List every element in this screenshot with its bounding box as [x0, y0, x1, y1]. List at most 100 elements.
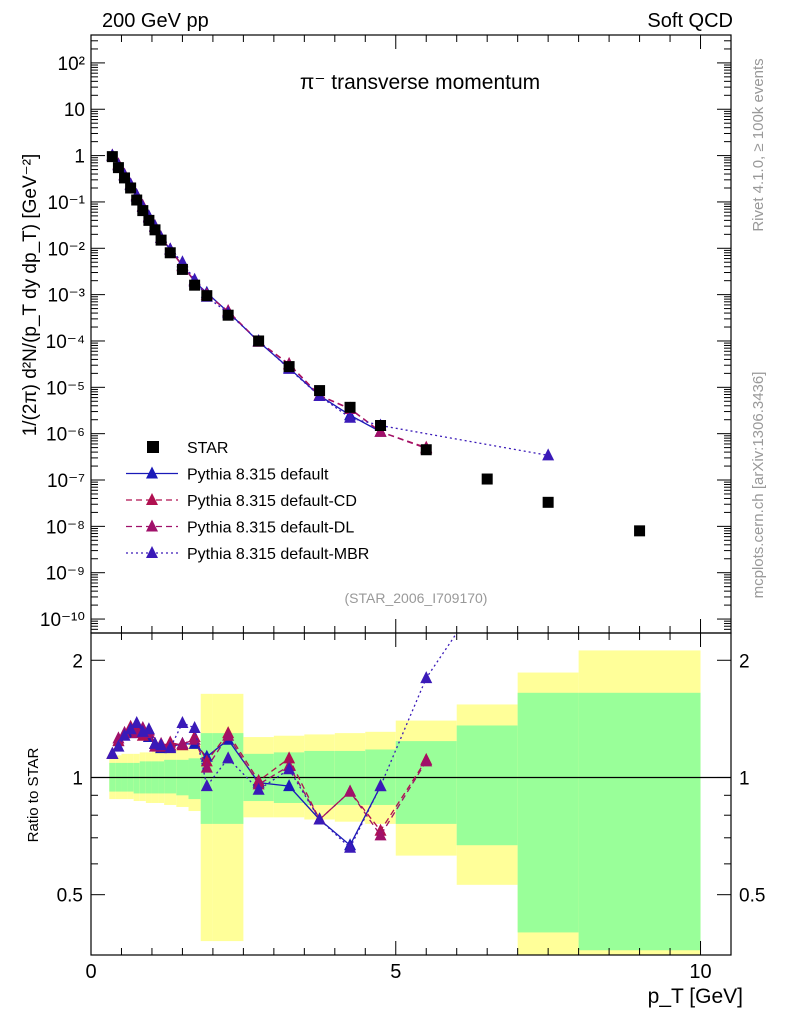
ratio-series-point: [222, 751, 235, 764]
ratio-y-tick-label: 0.5: [57, 886, 83, 907]
ratio-y-tick-label: 1: [72, 768, 83, 789]
ratio-series-point: [188, 720, 201, 733]
star-data-point: [481, 473, 493, 485]
ratio-series-point: [130, 716, 143, 729]
ratio-series-point: [164, 741, 177, 754]
ratio-series-point: [252, 782, 265, 795]
ratio-series-point: [420, 671, 433, 684]
series-layer: [106, 148, 646, 853]
main-series-group: [106, 148, 646, 537]
analysis-watermark: (STAR_2006_I709170): [345, 590, 488, 606]
y-axis-label-ratio: Ratio to STAR: [25, 747, 42, 842]
star-data-point: [137, 205, 149, 217]
legend-label: Pythia 8.315 default-DL: [187, 520, 354, 537]
y-tick-label: 10⁻¹: [48, 193, 86, 214]
legend-label: Pythia 8.315 default-CD: [187, 493, 357, 510]
ratio-series-point: [176, 736, 189, 749]
series-line: [111, 155, 549, 457]
rivet-label: Rivet 4.1.0, ≥ 100k events: [750, 58, 767, 231]
y-tick-label: 10⁻⁸: [46, 517, 85, 538]
star-data-point: [314, 385, 326, 397]
band-inner-bin: [517, 692, 579, 933]
star-data-point: [125, 182, 137, 194]
star-data-point: [542, 496, 554, 508]
y-tick-label: 10²: [58, 54, 85, 75]
ratio-y-tick-label: 1: [739, 768, 750, 789]
star-data-point: [119, 172, 131, 184]
star-data-point: [634, 525, 646, 537]
star-data-point: [176, 263, 188, 275]
band-inner-bin: [578, 692, 701, 951]
ratio-series-point: [118, 728, 131, 741]
ratio-series-point: [176, 716, 189, 729]
header-process: Soft QCD: [647, 10, 733, 32]
ratio-series-point: [420, 754, 433, 767]
legend-marker: [146, 546, 158, 558]
plot-frames: [90, 34, 732, 956]
star-data-point: [420, 444, 432, 456]
ratio-series-point: [200, 760, 213, 773]
ratio-plot-frame: [90, 632, 732, 956]
legend-label: STAR: [187, 440, 228, 457]
ratio-series-point: [188, 732, 201, 745]
legend-marker-star: [147, 441, 159, 453]
star-data-point: [344, 401, 356, 413]
y-tick-label: 10⁻³: [48, 286, 86, 307]
ratio-uncertainty-bands: [91, 650, 731, 955]
ratio-series-point: [374, 779, 387, 792]
y-tick-label: 1: [74, 147, 85, 168]
axis-ticks: 0 5 10 10⁻¹⁰ 10⁻⁹ 10⁻⁸ 10⁻⁷ 10⁻⁶ 10⁻⁵ 10⁻⁴ 10⁻³ 10⁻…: [40, 34, 765, 983]
ratio-series-point: [313, 812, 326, 825]
legend: STAR Pythia 8.315 default Pythia 8.315 def…: [126, 440, 369, 563]
legend-marker: [146, 519, 158, 532]
ratio-series-point: [344, 784, 357, 797]
star-data-point: [283, 361, 295, 373]
star-data-point: [189, 279, 201, 291]
ratio-series-point: [283, 751, 296, 764]
y-tick-label: 10⁻⁵: [46, 378, 85, 399]
ratio-y-tick-label: 0.5: [739, 886, 765, 907]
series-line: [111, 155, 427, 450]
ratio-series-point: [283, 762, 296, 775]
star-data-point: [164, 247, 176, 259]
legend-marker: [146, 466, 158, 479]
ratio-series-point: [106, 746, 119, 759]
star-data-point: [149, 224, 161, 236]
y-tick-label: 10: [64, 100, 85, 121]
series-point: [542, 448, 555, 461]
ratio-series-point: [155, 738, 168, 751]
star-data-point: [375, 420, 387, 432]
ratio-series-point: [112, 739, 125, 752]
star-data-point: [201, 290, 213, 302]
ratio-y-tick-label: 2: [739, 651, 750, 672]
ratio-series-point: [200, 779, 213, 792]
series-line: [111, 155, 381, 433]
y-tick-label: 10⁻⁷: [47, 471, 85, 492]
star-data-point: [106, 151, 118, 163]
x-tick-label: 0: [85, 961, 96, 983]
ratio-series-group: [106, 633, 458, 853]
y-tick-label: 10⁻¹⁰: [40, 610, 85, 631]
star-data-point: [155, 234, 167, 246]
series-line: [111, 155, 427, 449]
star-data-point: [143, 214, 155, 226]
band-inner-bin: [164, 759, 177, 794]
band-inner-bin: [188, 758, 201, 800]
y-axis-label-top: 1/(2π) d²N/(p_T dy dp_T) [GeV⁻²]: [20, 154, 41, 437]
legend-label: Pythia 8.315 default-MBR: [187, 546, 369, 563]
ratio-series-point: [142, 722, 155, 735]
x-tick-label: 10: [689, 961, 711, 983]
ratio-y-tick-label: 2: [72, 651, 83, 672]
band-inner-bin: [456, 725, 518, 846]
header-energy: 200 GeV pp: [102, 10, 209, 32]
x-axis-label: p_T [GeV]: [648, 985, 743, 1008]
ratio-series-point: [200, 754, 213, 767]
y-tick-label: 10⁻⁴: [46, 332, 85, 353]
y-tick-label: 10⁻⁶: [46, 425, 85, 446]
star-data-point: [253, 335, 265, 347]
series-point: [344, 410, 357, 423]
star-data-point: [131, 194, 143, 206]
ratio-series-point: [283, 779, 296, 792]
main-plot-frame: [90, 34, 732, 634]
x-tick-label: 5: [390, 961, 401, 983]
